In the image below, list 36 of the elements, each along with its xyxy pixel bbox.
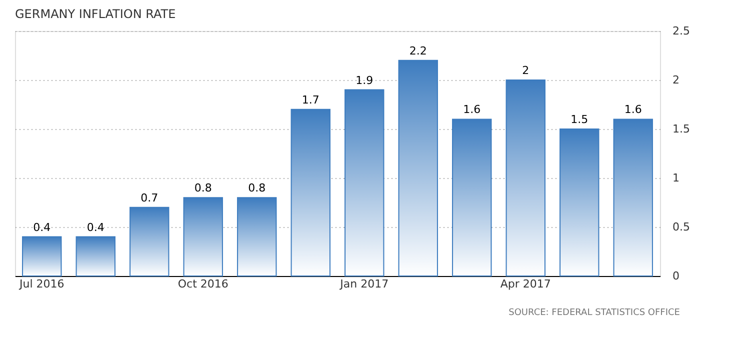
source-note: SOURCE: FEDERAL STATISTICS OFFICE — [508, 308, 680, 318]
data-label: 2.2 — [409, 44, 427, 58]
bar — [560, 128, 600, 276]
bar — [506, 80, 546, 276]
y-tick-label: 2.5 — [672, 24, 690, 38]
bar — [22, 236, 62, 276]
y-tick-label: 0.5 — [672, 220, 690, 234]
data-label: 0.8 — [194, 182, 212, 195]
bar — [183, 197, 223, 276]
bar — [76, 236, 116, 276]
data-label: 0.7 — [140, 191, 158, 204]
data-label: 0.8 — [248, 182, 266, 195]
data-label: 2 — [522, 64, 530, 77]
y-tick-label: 2 — [672, 74, 680, 86]
data-label: 1.9 — [356, 74, 374, 87]
data-label: 1.7 — [302, 93, 320, 106]
x-tick-label: Oct 2016 — [178, 278, 228, 290]
data-label: 1.6 — [624, 103, 642, 116]
y-tick-label: 1.5 — [672, 122, 690, 136]
bar — [290, 108, 330, 276]
data-label: 1.6 — [463, 103, 481, 116]
bar — [130, 206, 170, 276]
bar — [344, 89, 384, 276]
x-tick-label: Jul 2016 — [18, 278, 64, 290]
data-label: 0.4 — [86, 220, 104, 234]
bar — [237, 197, 277, 276]
data-label: 0.4 — [33, 220, 51, 234]
x-tick-label: Jan 2017 — [339, 278, 389, 290]
bar — [398, 60, 438, 276]
y-tick-label: 1 — [672, 172, 680, 184]
bar — [452, 118, 492, 276]
y-tick-label: 0 — [672, 270, 680, 282]
bar — [613, 118, 653, 276]
chart-title: GERMANY INFLATION RATE — [15, 7, 176, 21]
data-label: 1.5 — [570, 113, 588, 126]
x-tick-label: Apr 2017 — [500, 278, 551, 290]
